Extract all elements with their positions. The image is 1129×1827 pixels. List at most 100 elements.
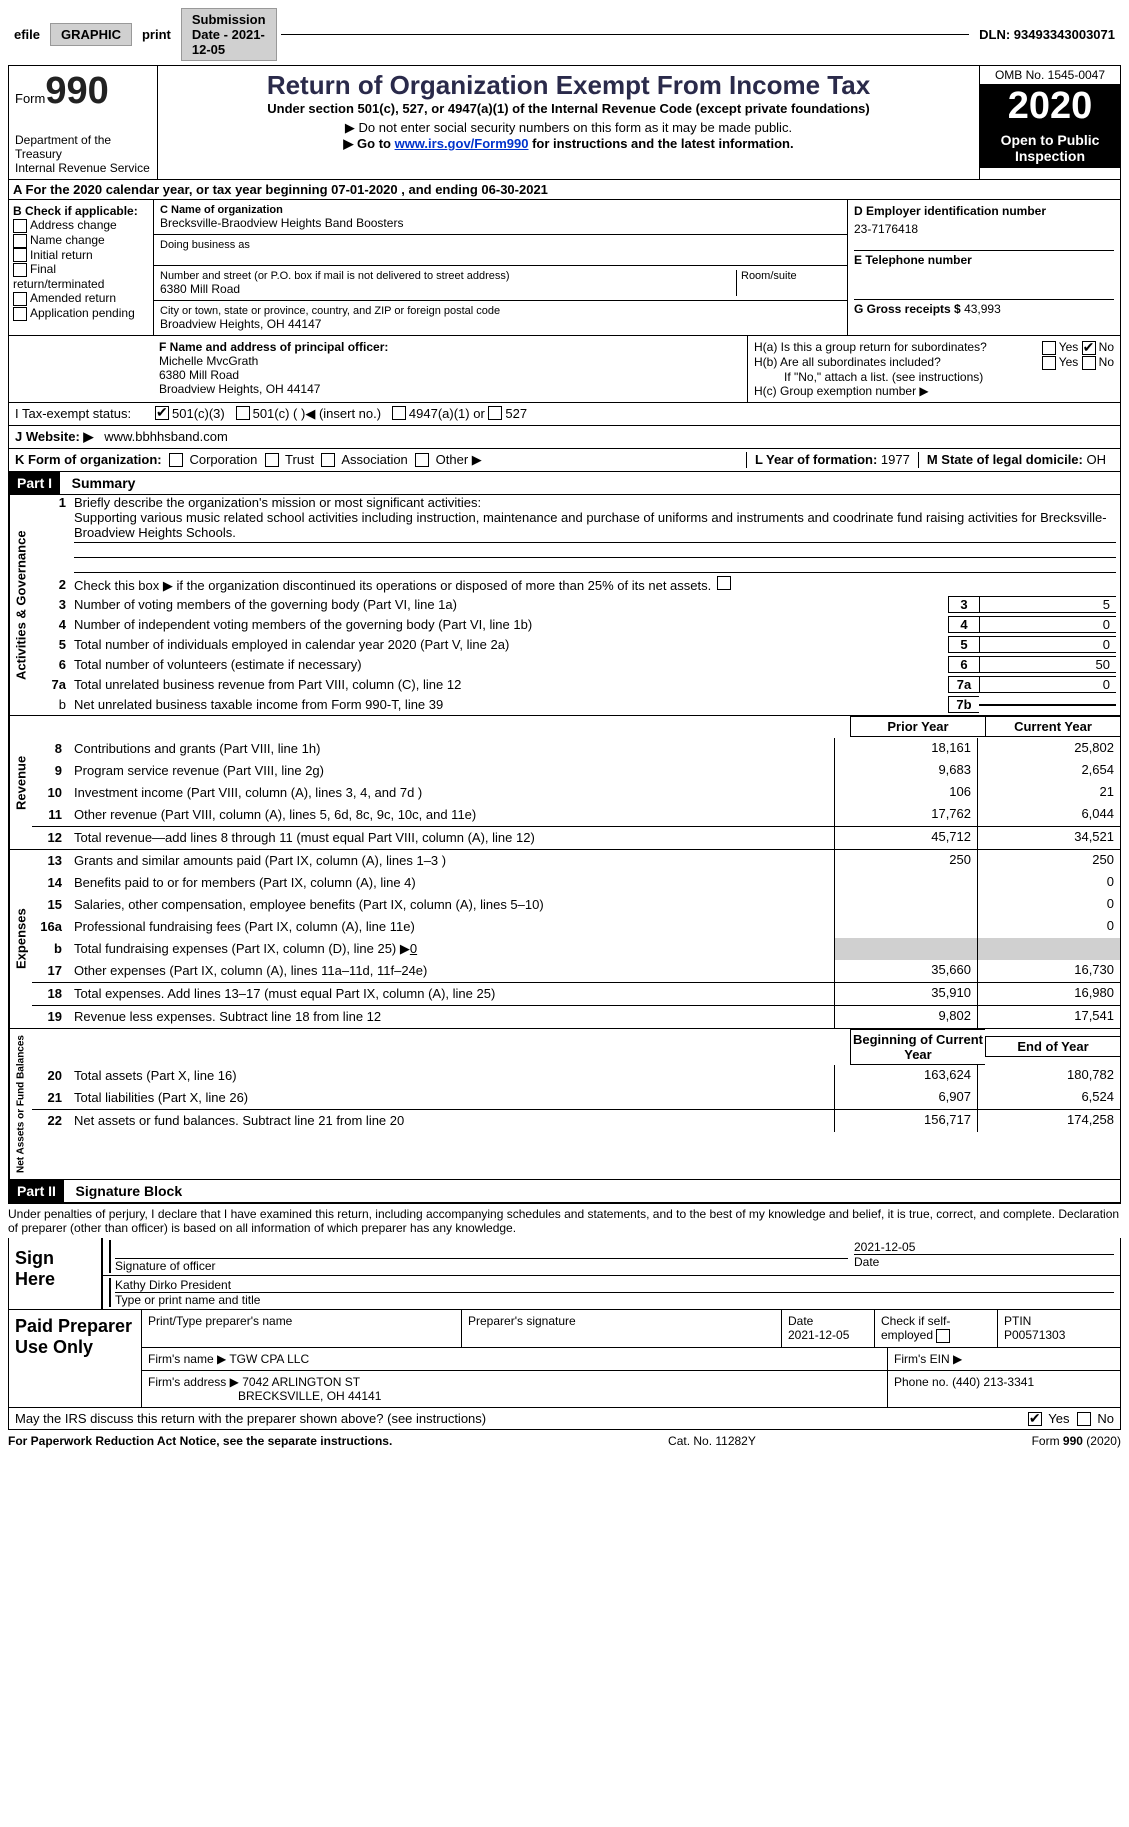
- form-footer: Form 990 (2020): [1032, 1434, 1121, 1448]
- checkbox-ha-no[interactable]: [1082, 341, 1096, 355]
- officer-addr2: Broadview Heights, OH 44147: [159, 382, 741, 396]
- line13: Grants and similar amounts paid (Part IX…: [70, 853, 834, 868]
- checkbox-hb-yes[interactable]: [1042, 356, 1056, 370]
- box-k: K Form of organization: Corporation Trus…: [15, 452, 746, 468]
- label-website: J Website: ▶: [15, 429, 93, 444]
- top-divider: [281, 34, 970, 35]
- type-name-label: Type or print name and title: [115, 1292, 1114, 1307]
- section-a-period: A For the 2020 calendar year, or tax yea…: [8, 180, 1121, 200]
- line6: Total number of volunteers (estimate if …: [74, 657, 948, 672]
- checkbox-other[interactable]: [415, 453, 429, 467]
- line4: Number of independent voting members of …: [74, 617, 948, 632]
- checkbox-corp[interactable]: [169, 453, 183, 467]
- col-prior: Prior Year: [850, 716, 985, 737]
- box-l: L Year of formation: 1977: [746, 452, 918, 468]
- form-title: Return of Organization Exempt From Incom…: [164, 70, 973, 101]
- self-employed: Check if self-employed: [875, 1310, 998, 1347]
- label-principal-officer: F Name and address of principal officer:: [159, 340, 741, 354]
- dept-treasury: Department of the Treasury: [15, 133, 151, 161]
- box-klm: K Form of organization: Corporation Trus…: [8, 449, 1121, 472]
- line5: Total number of individuals employed in …: [74, 637, 948, 652]
- checkbox-527[interactable]: [488, 406, 502, 420]
- org-address: 6380 Mill Road: [160, 282, 736, 296]
- checkbox-initial-return[interactable]: [13, 248, 27, 262]
- label-org-name: C Name of organization: [160, 204, 841, 216]
- val-4: 0: [979, 616, 1116, 633]
- box-b: B Check if applicable: Address change Na…: [9, 200, 154, 335]
- prep-name-label: Print/Type preparer's name: [142, 1310, 462, 1347]
- line1-label: Briefly describe the organization's miss…: [74, 495, 481, 510]
- omb-number: OMB No. 1545-0047: [980, 66, 1120, 85]
- print-label[interactable]: print: [136, 24, 177, 45]
- header-center: Return of Organization Exempt From Incom…: [158, 66, 980, 179]
- checkbox-irs-no[interactable]: [1077, 1412, 1091, 1426]
- box-f-spacer: [9, 336, 153, 402]
- line20: Total assets (Part X, line 16): [70, 1068, 834, 1083]
- may-irs-label: May the IRS discuss this return with the…: [15, 1411, 1028, 1427]
- vlabel-netassets: Net Assets or Fund Balances: [9, 1029, 32, 1179]
- expenses-section: Expenses 13Grants and similar amounts pa…: [8, 850, 1121, 1029]
- label-phone: E Telephone number: [854, 253, 1114, 267]
- checkbox-amended[interactable]: [13, 292, 27, 306]
- prep-sig-label: Preparer's signature: [462, 1310, 782, 1347]
- checkbox-501c[interactable]: [236, 406, 250, 420]
- line21: Total liabilities (Part X, line 26): [70, 1090, 834, 1105]
- note-ssn: ▶ Do not enter social security numbers o…: [164, 120, 973, 136]
- sign-here-label: Sign Here: [9, 1238, 103, 1309]
- line15: Salaries, other compensation, employee b…: [70, 897, 834, 912]
- checkbox-final-return[interactable]: [13, 263, 27, 277]
- note-goto: ▶ Go to www.irs.gov/Form990 for instruct…: [164, 136, 973, 152]
- section-fh: F Name and address of principal officer:…: [8, 336, 1121, 403]
- ein-value: 23-7176418: [854, 222, 1114, 236]
- header-right: OMB No. 1545-0047 2020 Open to Public In…: [980, 66, 1120, 179]
- checkbox-address-change[interactable]: [13, 219, 27, 233]
- sig-officer-label: Signature of officer: [115, 1258, 848, 1273]
- checkbox-4947[interactable]: [392, 406, 406, 420]
- paid-preparer-label: Paid Preparer Use Only: [9, 1310, 142, 1407]
- officer-addr1: 6380 Mill Road: [159, 368, 741, 382]
- line11: Other revenue (Part VIII, column (A), li…: [70, 807, 834, 822]
- checkbox-assoc[interactable]: [321, 453, 335, 467]
- line7a: Total unrelated business revenue from Pa…: [74, 677, 948, 692]
- col-current: Current Year: [985, 716, 1120, 737]
- checkbox-ha-yes[interactable]: [1042, 341, 1056, 355]
- header-left: Form990 Department of the Treasury Inter…: [9, 66, 158, 179]
- form990-link[interactable]: www.irs.gov/Form990: [395, 136, 529, 151]
- box-h: H(a) Is this a group return for subordin…: [748, 336, 1120, 402]
- graphic-button[interactable]: GRAPHIC: [50, 23, 132, 46]
- officer-printed-name: Kathy Dirko President: [115, 1278, 1114, 1292]
- label-city: City or town, state or province, country…: [160, 305, 841, 317]
- checkbox-501c3[interactable]: [155, 406, 169, 420]
- efile-label: efile: [8, 24, 46, 45]
- line1-text: Supporting various music related school …: [74, 510, 1107, 540]
- line3: Number of voting members of the governin…: [74, 597, 948, 612]
- box-c: C Name of organization Brecksville-Braod…: [154, 200, 847, 335]
- checkbox-trust[interactable]: [265, 453, 279, 467]
- line16a: Professional fundraising fees (Part IX, …: [70, 919, 834, 934]
- sign-here-block: Sign Here Signature of officer 2021-12-0…: [8, 1238, 1121, 1310]
- h-b-note: If "No," attach a list. (see instruction…: [754, 370, 1114, 384]
- form-subtitle: Under section 501(c), 527, or 4947(a)(1)…: [164, 101, 973, 116]
- sig-date-value: 2021-12-05: [854, 1240, 1114, 1254]
- val-6: 50: [979, 656, 1116, 673]
- checkbox-irs-yes[interactable]: [1028, 1412, 1042, 1426]
- dept-irs: Internal Revenue Service: [15, 161, 151, 175]
- val-7a: 0: [979, 676, 1116, 693]
- part1-header: Part I Summary: [8, 472, 1121, 495]
- part2-title: Signature Block: [76, 1183, 183, 1199]
- submission-date: Submission Date - 2021-12-05: [181, 8, 277, 61]
- part1-badge: Part I: [9, 472, 60, 494]
- line18: Total expenses. Add lines 13–17 (must eq…: [70, 986, 834, 1001]
- gov-section: Activities & Governance 1 Briefly descri…: [8, 495, 1121, 716]
- checkbox-line2[interactable]: [717, 576, 731, 590]
- line22: Net assets or fund balances. Subtract li…: [70, 1113, 834, 1128]
- paperwork-notice: For Paperwork Reduction Act Notice, see …: [8, 1434, 392, 1448]
- form-number: 990: [45, 70, 108, 112]
- label-tax-status: I Tax-exempt status:: [15, 406, 155, 422]
- form-header: Form990 Department of the Treasury Inter…: [8, 65, 1121, 180]
- checkbox-hb-no[interactable]: [1082, 356, 1096, 370]
- checkbox-self-employed[interactable]: [936, 1329, 950, 1343]
- vlabel-governance: Activities & Governance: [9, 495, 32, 715]
- checkbox-name-change[interactable]: [13, 234, 27, 248]
- checkbox-application[interactable]: [13, 307, 27, 321]
